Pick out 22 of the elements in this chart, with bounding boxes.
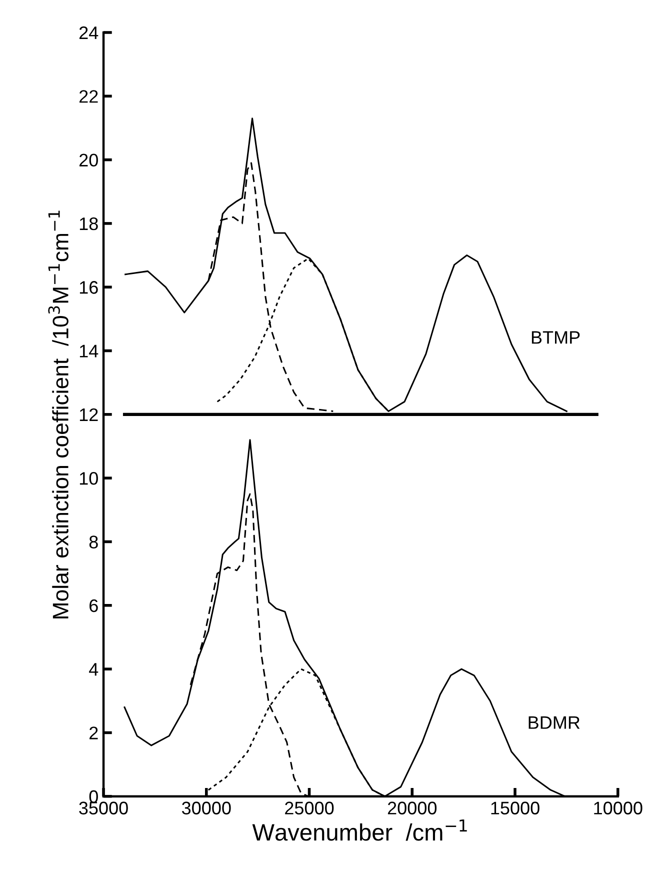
y-tick-label: 14 <box>80 344 98 358</box>
series-label: BTMP <box>532 331 580 344</box>
x-tick-label: 20000 <box>388 802 437 814</box>
y-tick-label: 6 <box>90 599 98 612</box>
y-tick-label: 18 <box>80 217 98 230</box>
y-axis-title: Molar extinction coefficient /10$^{3}$M$^{−1}$cm$^{−1}$ <box>48 210 68 618</box>
y-tick-label: 2 <box>90 726 98 740</box>
y-tick-label: 22 <box>79 90 98 103</box>
y-tick-label: 4 <box>89 663 98 676</box>
x-tick-label: 15000 <box>491 802 540 814</box>
x-tick-label: 25000 <box>285 802 334 814</box>
series-label: BDMR <box>528 716 580 729</box>
y-tick-label: 24 <box>79 26 98 40</box>
y-tick-label: 8 <box>89 536 98 548</box>
y-tick-label: 10 <box>80 472 98 485</box>
x-tick-label: 35000 <box>79 802 128 814</box>
x-tick-label: 30000 <box>182 802 231 814</box>
x-axis-title: Wavenumber /cm$^{−1}$ <box>252 819 467 841</box>
y-tick-label: 16 <box>80 281 98 294</box>
y-tick-label: 12 <box>80 408 98 421</box>
y-tick-label: 20 <box>79 154 98 167</box>
x-tick-label: 10000 <box>594 802 642 814</box>
